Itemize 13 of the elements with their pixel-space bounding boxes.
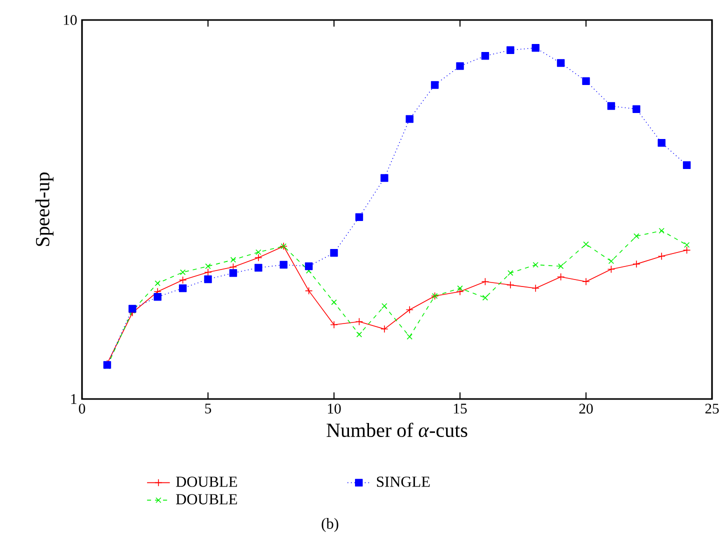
x-tick-label: 15 [454,404,467,414]
x-tick-label: 10 [328,404,341,414]
legend-label: DOUBLE [176,494,237,504]
x-tick-label: 25 [705,404,719,414]
legend-label: DOUBLE [176,476,237,487]
x-tick-label: 0 [78,404,86,414]
x-tick-label: 5 [205,404,212,414]
x-axis-title: Number of α-cuts [326,422,468,438]
legend-label: SINGLE [376,476,430,487]
x-tick-label: 20 [579,404,593,414]
y-tick-label: 1 [71,394,76,404]
text: (b) [322,518,338,532]
y-axis-title: Speed-up [35,172,54,246]
